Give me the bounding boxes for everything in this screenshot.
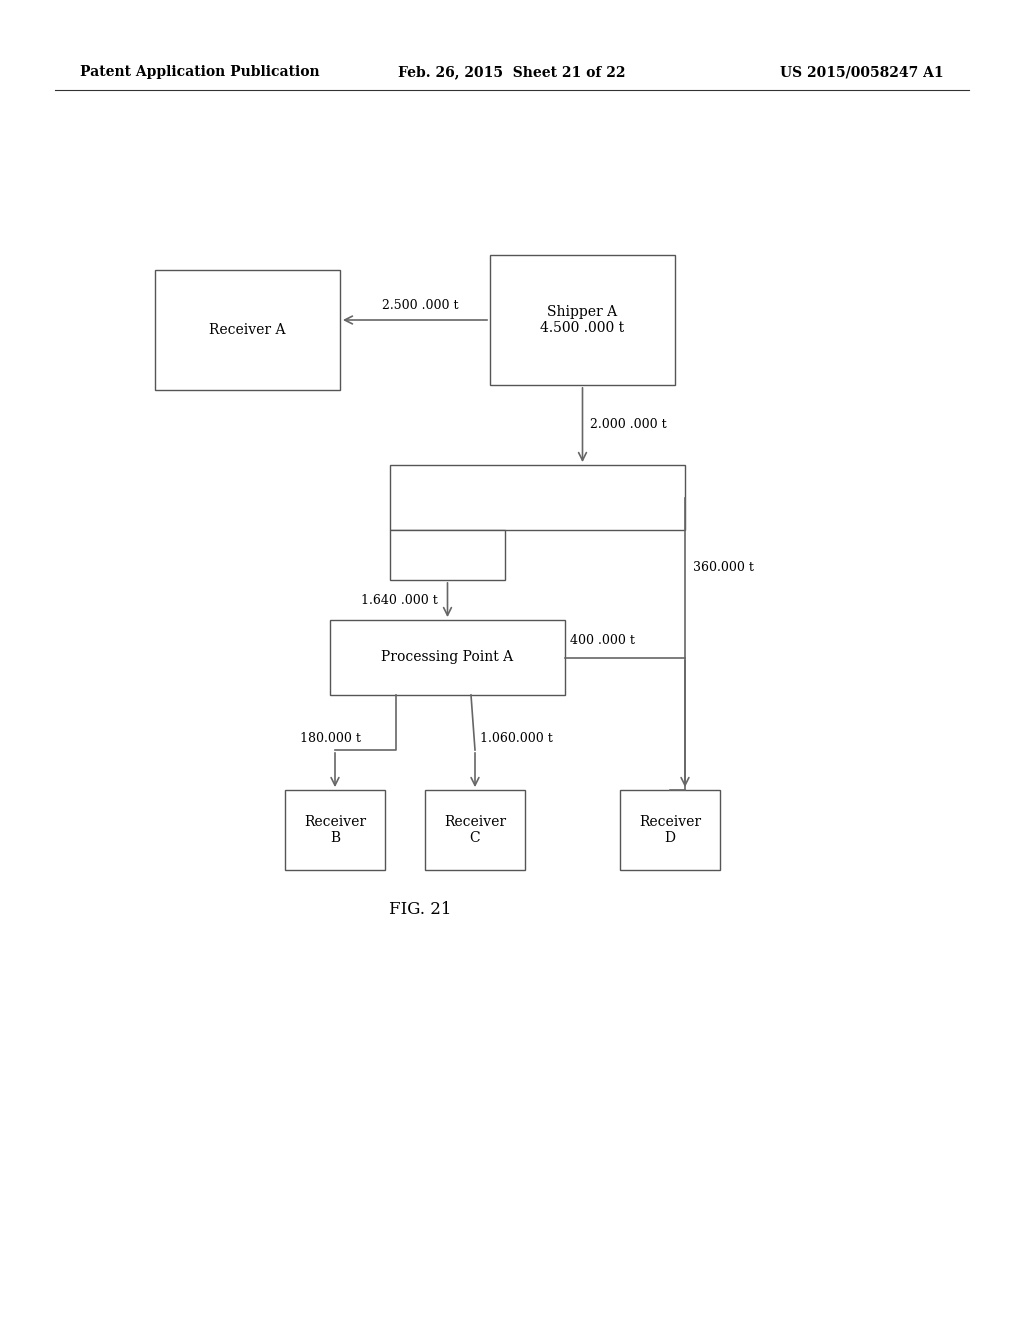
Text: Receiver
C: Receiver C <box>444 814 506 845</box>
Text: 1.060.000 t: 1.060.000 t <box>480 733 553 744</box>
Text: 180.000 t: 180.000 t <box>300 733 360 744</box>
Text: 1.640 .000 t: 1.640 .000 t <box>360 594 437 606</box>
Text: Processing Point A: Processing Point A <box>381 651 514 664</box>
Text: 2.000 .000 t: 2.000 .000 t <box>591 418 667 432</box>
Bar <box>390 465 685 531</box>
Text: Shipper A
4.500 .000 t: Shipper A 4.500 .000 t <box>541 305 625 335</box>
Bar <box>330 620 565 696</box>
Text: Receiver A: Receiver A <box>209 323 286 337</box>
Text: Patent Application Publication: Patent Application Publication <box>80 65 319 79</box>
Text: US 2015/0058247 A1: US 2015/0058247 A1 <box>780 65 944 79</box>
Bar <box>155 271 340 389</box>
Bar <box>490 255 675 385</box>
Bar <box>390 531 505 579</box>
Text: 2.500 .000 t: 2.500 .000 t <box>382 300 459 312</box>
Text: 360.000 t: 360.000 t <box>693 561 754 574</box>
Text: FIG. 21: FIG. 21 <box>389 902 452 919</box>
Bar <box>285 789 385 870</box>
Text: Receiver
B: Receiver B <box>304 814 366 845</box>
Bar <box>620 789 720 870</box>
Text: Feb. 26, 2015  Sheet 21 of 22: Feb. 26, 2015 Sheet 21 of 22 <box>398 65 626 79</box>
Bar <box>425 789 525 870</box>
Text: 400 .000 t: 400 .000 t <box>570 635 635 648</box>
Text: Receiver
D: Receiver D <box>639 814 701 845</box>
